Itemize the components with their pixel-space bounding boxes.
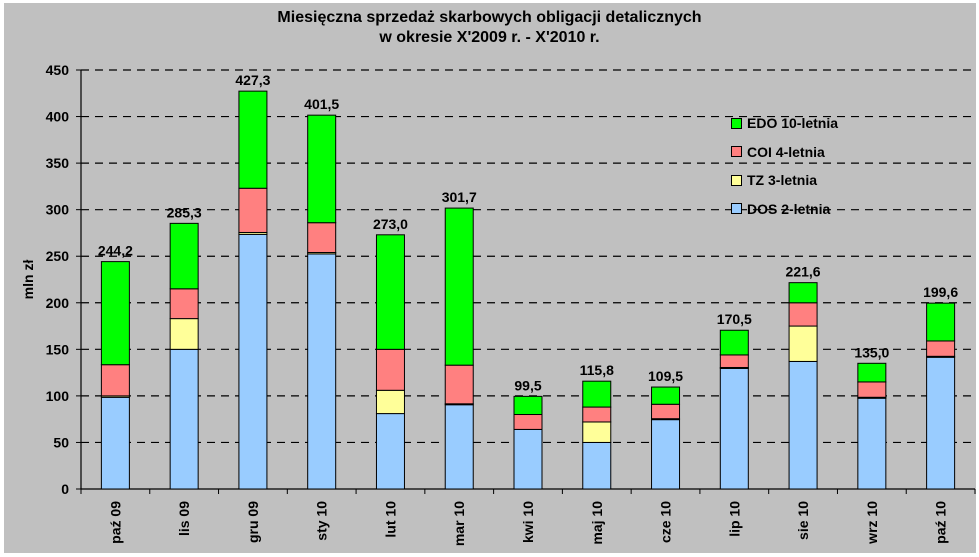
bar-segment-edo	[169, 222, 199, 290]
bar-segment-dos	[788, 360, 818, 490]
chart-subtitle: w okresie X'2009 r. - X'2010 r.	[379, 29, 600, 46]
bar-segment-coi	[100, 364, 130, 397]
bar-segment-coi	[857, 381, 887, 398]
bar-segment-dos	[857, 397, 887, 490]
bar-total-label: 273,0	[373, 216, 408, 232]
bar-segment-dos	[513, 428, 543, 490]
bar-segment-coi	[238, 187, 268, 233]
bar-segment-coi	[375, 348, 405, 391]
bar-segment-tz	[169, 318, 199, 350]
legend-swatch-dos	[731, 203, 742, 215]
bar-segment-edo	[651, 386, 681, 405]
bar-total-label: 199,6	[923, 284, 958, 300]
bar-segment-coi	[169, 288, 199, 320]
bar-segment-edo	[719, 329, 749, 356]
bar-segment-dos	[307, 253, 337, 490]
y-axis-label: mln zł	[20, 260, 36, 300]
bar-total-label: 285,3	[167, 204, 202, 220]
bar-total-label: 99,5	[514, 377, 541, 393]
y-tick-label: 400	[46, 109, 70, 125]
bar-segment-tz	[375, 389, 405, 415]
legend-label-dos: DOS 2-letnia	[747, 200, 831, 217]
bar-segment-coi	[444, 364, 474, 405]
bar-segment-edo	[788, 282, 818, 304]
bar-segment-edo	[100, 261, 130, 366]
legend-label-tz: TZ 3-letnia	[747, 172, 818, 189]
bar-segment-dos	[375, 413, 405, 490]
legend-item-tz: TZ 3-letnia	[731, 166, 838, 195]
x-category-label: lut 10	[382, 501, 398, 538]
y-tick-label: 300	[46, 202, 70, 218]
y-tick-label: 100	[46, 388, 70, 404]
bar-total-label: 115,8	[580, 362, 614, 378]
legend-item-edo: EDO 10-letnia	[731, 109, 838, 138]
bar-segment-dos	[238, 233, 268, 490]
legend-swatch-edo	[731, 117, 742, 129]
y-tick-label: 200	[46, 295, 70, 311]
bar-segment-coi	[307, 222, 337, 253]
legend-label-edo: EDO 10-letnia	[747, 115, 839, 132]
bar-total-label: 221,6	[786, 264, 821, 280]
x-category-label: lis 09	[176, 501, 192, 536]
bar-segment-coi	[788, 302, 818, 327]
x-category-label: wrz 10	[864, 501, 880, 545]
bar-segment-dos	[169, 348, 199, 490]
x-category-label: lip 10	[726, 501, 742, 537]
legend-swatch-tz	[731, 174, 742, 186]
x-category-label: paź 09	[107, 501, 123, 544]
bar-total-label: 170,5	[717, 311, 752, 327]
bar-segment-edo	[444, 207, 474, 366]
bar-segment-coi	[582, 406, 612, 423]
legend: EDO 10-letnia COI 4-letnia TZ 3-letnia D…	[731, 109, 838, 223]
y-tick-label: 450	[46, 62, 70, 78]
y-tick-label: 350	[46, 155, 70, 171]
bar-segment-dos	[719, 367, 749, 490]
y-tick-label: 250	[46, 248, 70, 264]
x-category-label: gru 09	[245, 501, 261, 543]
y-tick-label: 0	[61, 481, 69, 497]
bar-segment-edo	[307, 114, 337, 224]
bar-segment-dos	[444, 404, 474, 490]
bar-segment-dos	[651, 419, 681, 490]
bar-total-label: 135,0	[854, 344, 889, 360]
bar-total-label: 244,2	[98, 243, 133, 259]
bar-segment-tz	[788, 325, 818, 362]
bar-segment-edo	[375, 234, 405, 350]
chart-title-block: Miesięczna sprzedaż skarbowych obligacji…	[0, 8, 979, 48]
bar-segment-tz	[582, 421, 612, 443]
x-category-label: kwi 10	[520, 501, 536, 543]
legend-label-coi: COI 4-letnia	[747, 143, 825, 160]
bar-segment-edo	[926, 302, 956, 342]
bar-segment-edo	[857, 362, 887, 383]
legend-item-dos: DOS 2-letnia	[731, 195, 838, 224]
bar-segment-coi	[651, 403, 681, 420]
legend-swatch-coi	[731, 146, 742, 158]
legend-item-coi: COI 4-letnia	[731, 138, 838, 167]
x-category-label: sie 10	[795, 501, 811, 540]
bar-segment-coi	[719, 354, 749, 368]
bar-total-label: 109,5	[648, 368, 683, 384]
y-tick-label: 150	[46, 341, 70, 357]
bar-segment-edo	[513, 395, 543, 416]
x-category-label: cze 10	[658, 501, 674, 543]
y-tick-label: 50	[53, 434, 69, 450]
x-category-label: paź 10	[933, 501, 949, 544]
bar-segment-coi	[926, 340, 956, 357]
bar-segment-dos	[100, 396, 130, 490]
chart-title: Miesięczna sprzedaż skarbowych obligacji…	[277, 9, 702, 26]
bar-segment-coi	[513, 414, 543, 430]
bar-segment-dos	[582, 441, 612, 490]
x-category-label: mar 10	[451, 501, 467, 546]
bar-total-label: 401,5	[304, 96, 339, 112]
bar-total-label: 427,3	[235, 72, 270, 88]
bar-segment-edo	[582, 380, 612, 408]
bar-segment-edo	[238, 90, 268, 189]
bar-segment-dos	[926, 356, 956, 490]
x-category-label: maj 10	[589, 501, 605, 545]
bar-total-label: 301,7	[442, 189, 477, 205]
x-category-label: sty 10	[314, 501, 330, 541]
